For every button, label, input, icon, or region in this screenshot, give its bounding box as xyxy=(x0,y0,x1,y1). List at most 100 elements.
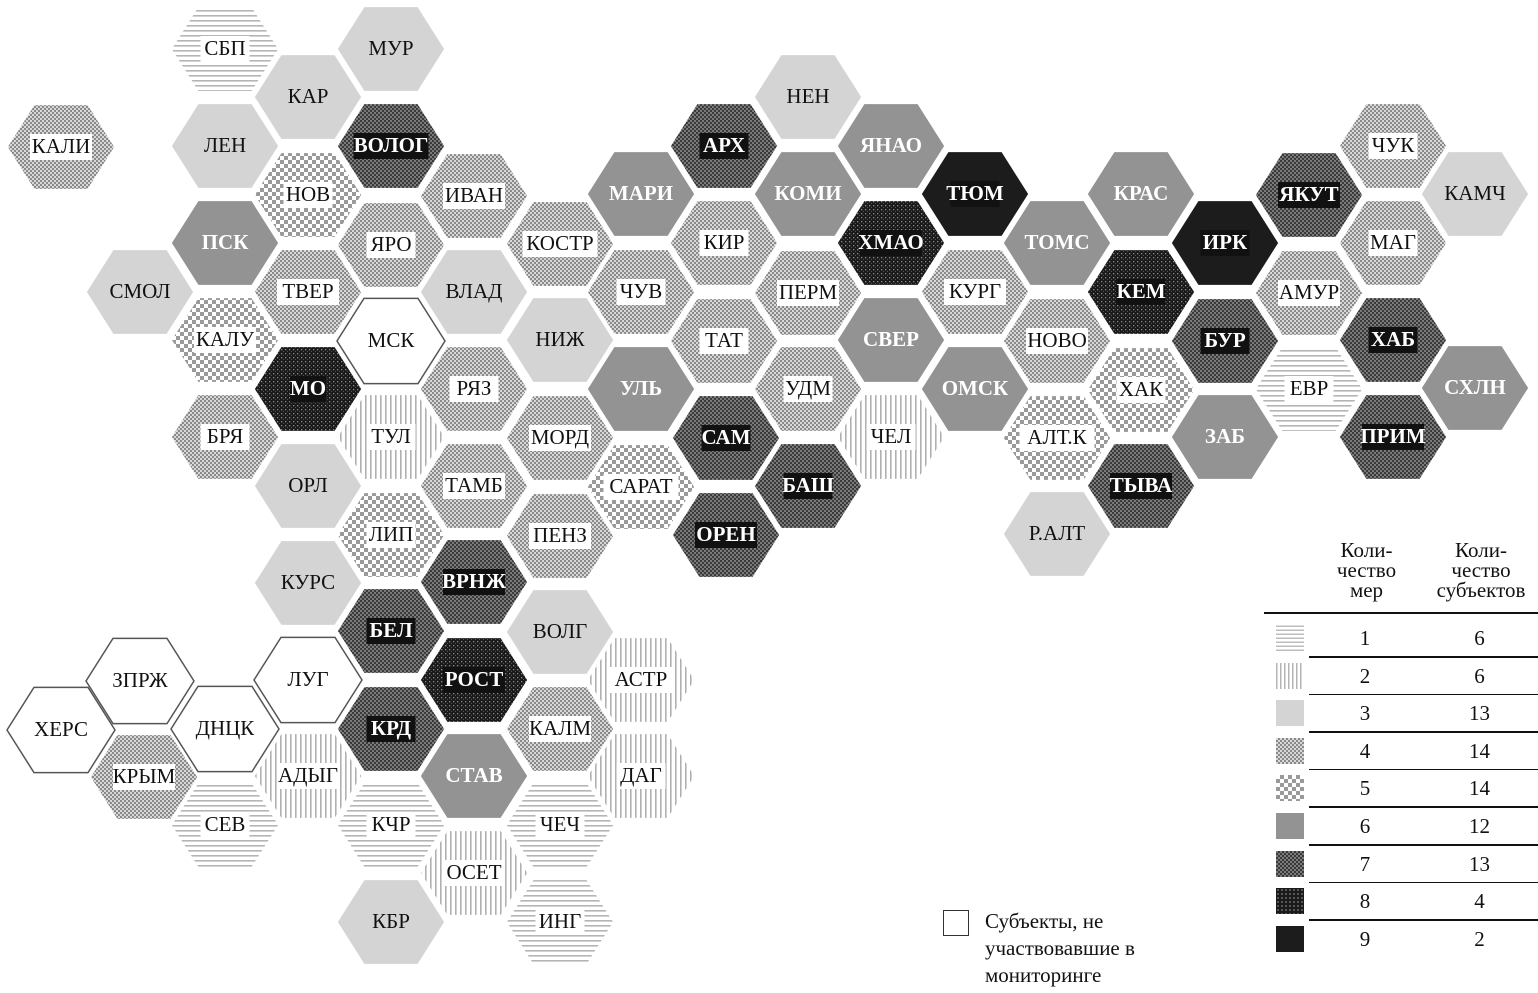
region-hex-пенз: ПЕНЗ xyxy=(505,492,615,580)
region-hex-влад: ВЛАД xyxy=(419,248,529,336)
region-label-bg xyxy=(1368,327,1418,353)
region-label: ХМАО xyxy=(858,230,923,254)
region-label: ЯРО xyxy=(370,232,411,256)
legend-measures-value: 3 xyxy=(1359,701,1371,726)
region-label: СХЛН xyxy=(1444,375,1506,399)
region-hex-инг: ИНГ xyxy=(505,878,615,966)
legend-subjects-value: 13 xyxy=(1469,851,1490,876)
region-label-bg xyxy=(603,474,679,500)
region-label-bg xyxy=(529,716,591,742)
region-label-bg xyxy=(366,618,416,644)
region-hex-кбр: КБР xyxy=(336,878,446,966)
region-hex-мур: МУР xyxy=(336,5,446,93)
legend-row-rule xyxy=(1309,656,1538,658)
region-label: ЧУК xyxy=(1372,133,1416,157)
region-hex-янао: ЯНАО xyxy=(836,102,946,190)
region-label-bg xyxy=(529,425,591,451)
region-label: ПСК xyxy=(202,230,250,254)
region-label: МУР xyxy=(368,36,413,60)
region-label-bg xyxy=(699,328,749,354)
region-label: ДНЦК xyxy=(196,716,256,740)
region-label: БЕЛ xyxy=(369,618,413,642)
region-hex-shape xyxy=(85,248,195,336)
region-hex-бел: БЕЛ xyxy=(336,587,446,675)
region-hex-крым: КРЫМ xyxy=(89,733,199,821)
region-hex-бур: БУР xyxy=(1170,297,1280,385)
region-label: КАЛУ xyxy=(196,327,254,351)
region-hex-shape xyxy=(253,636,363,724)
region-hex-баш: БАШ xyxy=(753,442,863,530)
region-label-bg xyxy=(695,522,757,548)
legend-row-3: 3 13 xyxy=(1264,695,1538,733)
region-label-bg xyxy=(1368,230,1418,256)
region-hex-shape xyxy=(1002,199,1112,287)
region-label: КЕМ xyxy=(1116,279,1165,303)
region-label: Р.АЛТ xyxy=(1029,521,1086,545)
region-label-bg xyxy=(777,280,839,306)
region-label-bg xyxy=(277,763,339,789)
region-label-bg xyxy=(1278,280,1340,306)
region-label-bg xyxy=(200,812,250,838)
region-label: ЕВР xyxy=(1290,376,1329,400)
region-hex-адыг: АДЫГ xyxy=(253,732,363,820)
region-label-bg xyxy=(366,232,416,258)
region-hex-тыва: ТЫВА xyxy=(1086,442,1196,530)
legend-row-rule xyxy=(1309,693,1538,696)
region-label-bg xyxy=(1362,424,1424,450)
region-label: КЧР xyxy=(371,812,410,836)
region-hex-арх: АРХ xyxy=(669,102,779,190)
region-hex-пск: ПСК xyxy=(170,199,280,287)
region-hex-зпрж: ЗПРЖ xyxy=(85,637,195,725)
region-label: ИРК xyxy=(1203,230,1248,254)
region-label: ЧЕЧ xyxy=(540,812,580,836)
region-label: КАМЧ xyxy=(1444,181,1506,205)
region-label-bg xyxy=(529,523,591,549)
region-label: САРАТ xyxy=(609,474,672,498)
region-label: ЛИП xyxy=(369,522,414,546)
legend-measures-value: 9 xyxy=(1359,926,1371,951)
region-hex-яро: ЯРО xyxy=(336,201,446,289)
region-hex-чук: ЧУК xyxy=(1338,102,1448,190)
region-label-bg xyxy=(866,424,916,450)
region-hex-shape xyxy=(753,53,863,141)
region-label: СЕВ xyxy=(205,812,246,836)
region-hex-shape xyxy=(253,539,363,627)
region-label: КРАС xyxy=(1114,181,1169,205)
region-label: КРД xyxy=(371,716,412,740)
region-hex-лен: ЛЕН xyxy=(170,102,280,190)
region-label: СМОЛ xyxy=(109,279,170,303)
region-hex-shape xyxy=(170,199,280,287)
region-hex-shape xyxy=(336,5,446,93)
region-label: ОСЕТ xyxy=(446,860,501,884)
legend-swatch xyxy=(1276,700,1304,727)
region-label: ОРЛ xyxy=(288,473,328,497)
region-label-bg xyxy=(950,181,1000,207)
region-label: КАЛИ xyxy=(32,134,91,158)
region-label-bg xyxy=(443,860,505,886)
legend-swatch xyxy=(1276,737,1304,764)
legend-header-subjects: Коли-чество субъектов xyxy=(1436,538,1526,602)
legend-swatch xyxy=(1276,813,1304,839)
region-label: ТВЕР xyxy=(282,279,333,303)
legend-subjects-value: 13 xyxy=(1469,701,1490,726)
legend-row-4: 4 14 xyxy=(1264,733,1538,771)
region-label: ТОМС xyxy=(1024,230,1089,254)
region-label-bg xyxy=(699,230,749,256)
region-hex-кали: КАЛИ xyxy=(6,103,116,191)
legend-subjects-value: 14 xyxy=(1469,776,1490,801)
legend-subjects-value: 2 xyxy=(1474,926,1485,951)
region-hex-астр: АСТР xyxy=(586,636,696,724)
legend-subjects-value: 6 xyxy=(1474,663,1485,688)
legend-swatch xyxy=(1276,850,1304,877)
region-hex-хак: ХАК xyxy=(1086,346,1196,434)
region-hex-крд: КРД xyxy=(336,685,446,773)
region-label: ЧУВ xyxy=(620,279,663,303)
region-label: УДМ xyxy=(785,376,831,400)
region-hex-shape xyxy=(505,296,615,384)
region-label: НЕН xyxy=(786,84,829,108)
region-hex-маг: МАГ xyxy=(1338,199,1448,287)
region-hex-заб: ЗАБ xyxy=(1170,393,1280,481)
region-hex-даг: ДАГ xyxy=(586,732,696,820)
